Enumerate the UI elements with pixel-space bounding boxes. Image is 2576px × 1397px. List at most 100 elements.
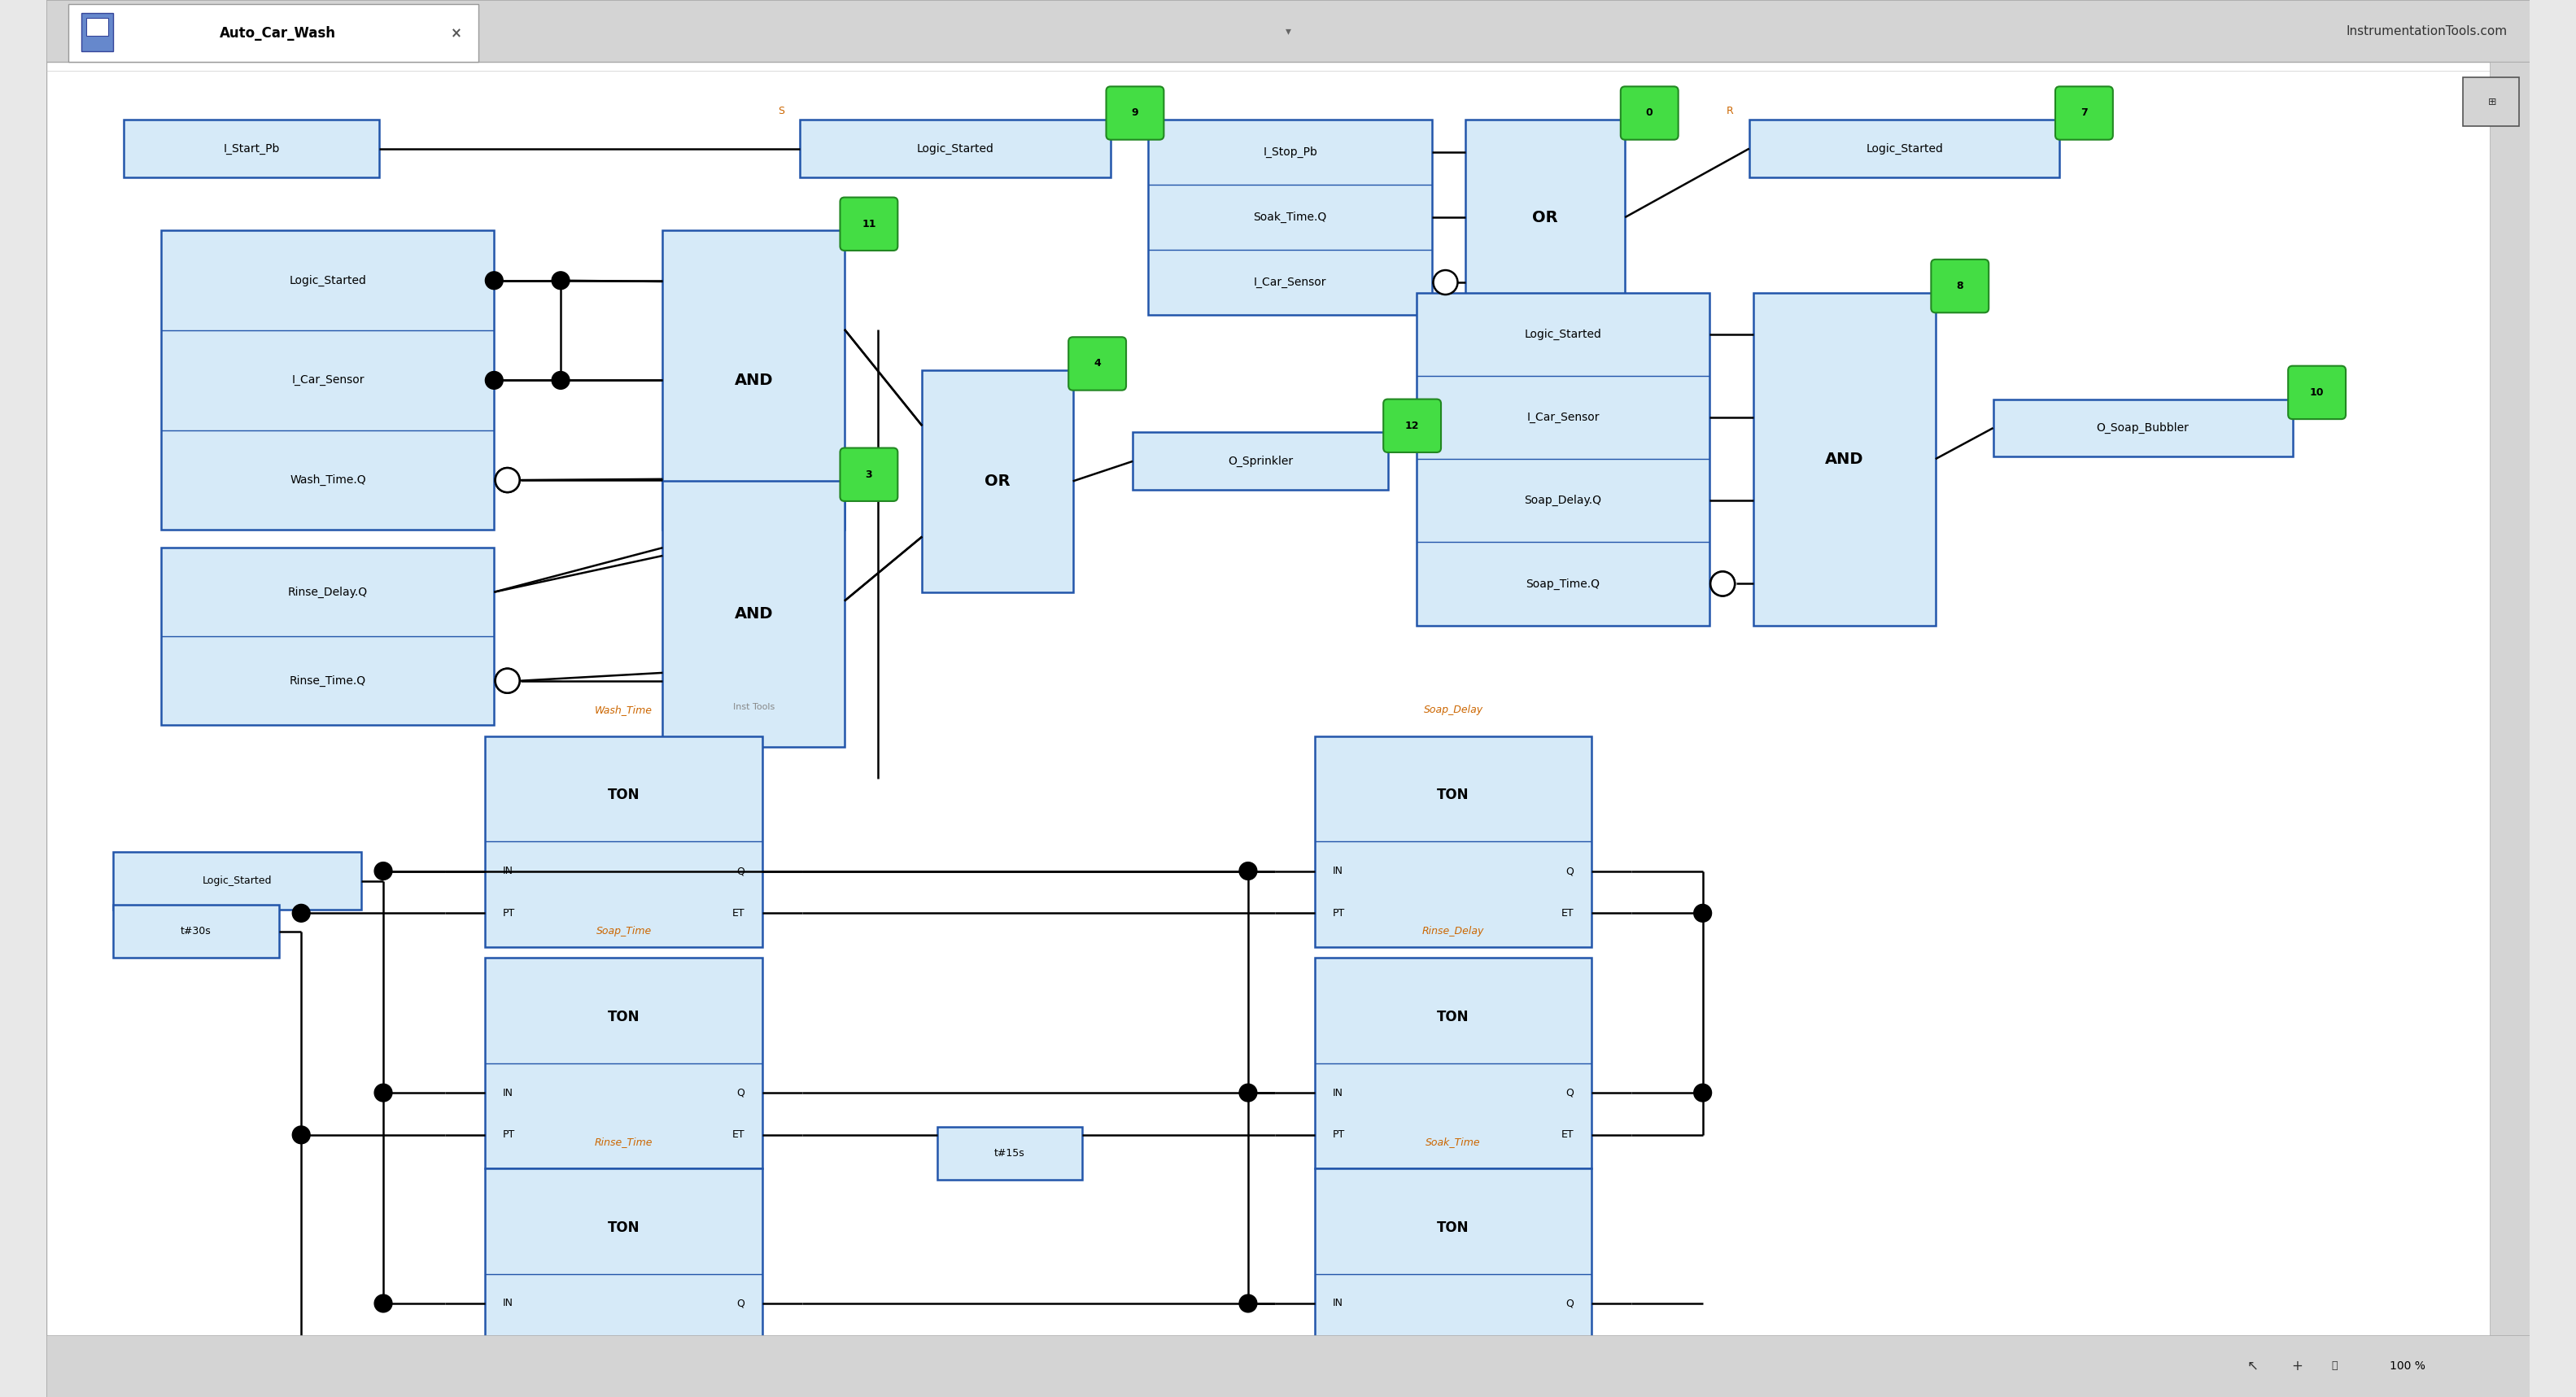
Text: Q: Q [1566,1298,1574,1309]
Text: ×: × [451,27,461,41]
FancyBboxPatch shape [113,852,361,909]
Circle shape [291,1126,309,1144]
Text: R: R [1726,106,1734,116]
Circle shape [484,271,502,289]
Text: TON: TON [1437,788,1468,802]
Circle shape [1239,1084,1257,1102]
FancyBboxPatch shape [46,0,2530,61]
Text: AND: AND [734,373,773,388]
Text: TON: TON [608,788,639,802]
FancyBboxPatch shape [484,736,762,947]
FancyBboxPatch shape [1994,400,2293,457]
Text: AND: AND [1826,451,1865,467]
FancyBboxPatch shape [82,14,113,52]
Text: I_Stop_Pb: I_Stop_Pb [1262,147,1316,158]
FancyBboxPatch shape [840,197,896,250]
Text: Rinse_Time.Q: Rinse_Time.Q [289,675,366,686]
Text: Q: Q [737,866,744,876]
Text: IN: IN [1332,1087,1342,1098]
Text: 3: 3 [866,469,873,479]
FancyBboxPatch shape [1105,87,1164,140]
Circle shape [551,271,569,289]
Text: Q: Q [1566,1087,1574,1098]
Text: AND: AND [734,606,773,622]
Text: Wash_Time: Wash_Time [595,704,652,715]
Circle shape [551,372,569,390]
Text: Q: Q [737,1298,744,1309]
Text: ET: ET [732,1130,744,1140]
Circle shape [495,669,520,693]
Circle shape [291,904,309,922]
FancyBboxPatch shape [2463,78,2519,126]
FancyBboxPatch shape [1932,260,1989,313]
FancyBboxPatch shape [2056,87,2112,140]
Text: Q: Q [1566,866,1574,876]
Text: ⊞: ⊞ [2488,96,2496,108]
Text: TON: TON [1437,1220,1468,1235]
Text: TON: TON [1437,1010,1468,1024]
FancyBboxPatch shape [46,1336,2530,1397]
Text: Rinse_Delay: Rinse_Delay [1422,926,1484,936]
Text: PT: PT [502,1130,515,1140]
Text: ET: ET [732,908,744,918]
FancyBboxPatch shape [1149,120,1432,314]
Text: t#15s: t#15s [994,1148,1025,1158]
Text: 11: 11 [863,219,876,229]
Text: +: + [2290,1359,2303,1373]
Text: I_Car_Sensor: I_Car_Sensor [1255,277,1327,288]
Text: ET: ET [1561,1340,1574,1351]
Circle shape [495,468,520,492]
FancyBboxPatch shape [1133,433,1388,490]
Text: Wash_Time.Q: Wash_Time.Q [289,475,366,486]
Circle shape [1432,270,1458,295]
FancyBboxPatch shape [1466,120,1625,314]
Text: ET: ET [1561,908,1574,918]
Text: Logic_Started: Logic_Started [289,275,366,286]
FancyBboxPatch shape [938,1126,1082,1179]
Text: Soap_Time: Soap_Time [595,926,652,936]
Text: Auto_Car_Wash: Auto_Car_Wash [219,27,335,41]
FancyBboxPatch shape [662,231,845,529]
FancyBboxPatch shape [70,4,479,61]
Text: IN: IN [1332,1298,1342,1309]
Text: PT: PT [502,908,515,918]
FancyBboxPatch shape [85,18,108,35]
FancyBboxPatch shape [2287,366,2347,419]
Text: IN: IN [502,1298,513,1309]
Text: OR: OR [1533,210,1558,225]
Text: t#30s: t#30s [180,926,211,936]
Text: IN: IN [502,866,513,876]
Text: Logic_Started: Logic_Started [1865,142,1942,154]
Text: InstrumentationTools.com: InstrumentationTools.com [2347,25,2506,38]
Text: OR: OR [984,474,1010,489]
Text: S: S [778,106,786,116]
FancyBboxPatch shape [113,905,278,958]
Text: PT: PT [502,1340,515,1351]
Text: PT: PT [1332,1340,1345,1351]
Circle shape [495,468,520,492]
Text: 100 %: 100 % [2391,1361,2427,1372]
FancyBboxPatch shape [162,548,495,725]
Text: 0: 0 [1646,108,1654,119]
Circle shape [1695,904,1710,922]
Text: PT: PT [1332,1130,1345,1140]
Text: 🔍: 🔍 [2331,1361,2336,1372]
Text: Soak_Time.Q: Soak_Time.Q [1255,211,1327,224]
Circle shape [1710,571,1734,597]
FancyBboxPatch shape [1314,736,1592,947]
Text: 10: 10 [2311,387,2324,398]
Text: Soap_Time.Q: Soap_Time.Q [1525,578,1600,590]
Text: Inst Tools: Inst Tools [732,703,775,711]
FancyBboxPatch shape [1417,293,1710,626]
Text: 8: 8 [1955,281,1963,292]
Text: TON: TON [608,1010,639,1024]
Text: ET: ET [732,1340,744,1351]
Text: Soap_Delay: Soap_Delay [1425,704,1484,715]
Text: Rinse_Time: Rinse_Time [595,1137,652,1147]
FancyBboxPatch shape [1314,1169,1592,1379]
Circle shape [291,1337,309,1355]
Text: 7: 7 [2081,108,2087,119]
FancyBboxPatch shape [801,120,1110,177]
Text: Logic_Started: Logic_Started [201,876,270,886]
Circle shape [1239,1295,1257,1312]
